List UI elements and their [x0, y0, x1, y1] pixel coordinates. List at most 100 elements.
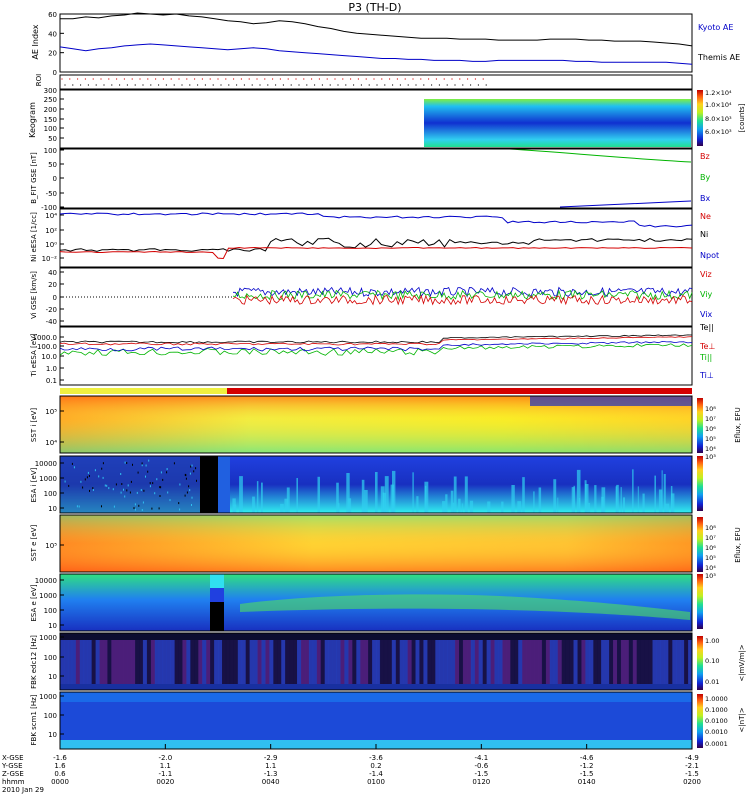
esa-ion-noise — [88, 475, 90, 477]
fbk-edc-strip — [636, 633, 641, 690]
esa-ion-noise — [113, 505, 115, 508]
fbk-edc-strip — [632, 633, 638, 690]
ae-ylabel: AE Index — [31, 24, 40, 59]
fbk-edc-strip — [530, 633, 535, 690]
fbk-edc-strip — [91, 633, 96, 690]
fbk-edc-strip — [281, 633, 286, 690]
esa-electron-panel: ESA e [eV] — [30, 574, 692, 631]
roi-dot-black — [134, 84, 136, 86]
ne-line — [59, 246, 693, 260]
fbk-edc-strip — [237, 633, 243, 690]
ytick-label: -20 — [46, 306, 57, 314]
colorbar-tick-label: 10⁶ — [705, 425, 716, 433]
ytick-label: 200 — [44, 106, 57, 114]
ytick-label: 100 — [44, 125, 57, 133]
esa-electron-ylabel: ESA e [eV] — [30, 584, 38, 621]
fbk-edc-strip — [624, 633, 630, 690]
esa-ion-noise — [101, 505, 102, 508]
colorbar-tick-label: 1.00 — [705, 637, 719, 645]
esa-ion-streak — [346, 473, 350, 513]
fbk-scm-top-band — [60, 692, 692, 702]
legend-bx: Bx — [700, 194, 710, 203]
roi-dot-black — [103, 84, 105, 86]
fbk-edc-strip — [605, 633, 610, 690]
ae-ytick-label: 60 — [48, 11, 57, 19]
esa-ion-noise — [138, 504, 140, 507]
esa-ion-noise — [80, 480, 82, 483]
fbk-edc-strip — [557, 633, 562, 690]
roi-dot-black — [329, 84, 331, 86]
roi-panel: ROI — [35, 74, 43, 86]
esa-ion-noise — [149, 482, 151, 484]
roi-dot-red — [295, 78, 297, 80]
fbk-edc-strip — [115, 633, 120, 690]
fbk-edc-strip — [407, 633, 412, 690]
ytick-label: 10² — [45, 227, 57, 235]
fbk-edc-strip — [60, 633, 65, 690]
esa-ion-noise — [102, 476, 104, 479]
fbk-edc-strip — [304, 633, 310, 690]
fbk-edc-strip — [150, 633, 156, 690]
esa-ion-noise — [191, 464, 193, 467]
fbk-edc-strip — [395, 633, 401, 690]
fbk-edc-strip — [64, 633, 69, 690]
fbk-edc-strip — [139, 633, 144, 690]
esa-ion-streak — [452, 502, 455, 513]
fbk-edc-strip — [569, 633, 574, 690]
fbk-edc-strip — [83, 633, 88, 690]
ytick-label: 10 — [48, 622, 57, 630]
tick-label-x-gse: -3.6 — [369, 754, 383, 762]
ytick-label: 10⁰ — [45, 241, 57, 249]
roi-dot-black — [150, 84, 152, 86]
fbk-edc-strip — [245, 633, 250, 690]
roi-dot-red — [217, 78, 219, 80]
panel-frame-9 — [59, 514, 693, 573]
fbk-edc-strip — [617, 633, 622, 690]
roi-dot-black — [204, 84, 206, 86]
roi-dot-black — [360, 84, 362, 86]
panel-frame-10 — [59, 573, 693, 632]
esa-ion-noise — [185, 477, 187, 480]
temperature-panel: Ti eESA [eV] Te|| Te⊥ Ti|| Ti⊥ — [30, 323, 715, 380]
roi-dot-black — [470, 84, 472, 86]
roi-dot-black — [228, 84, 230, 86]
fbk-edc-strip — [640, 633, 645, 690]
fbk-edc-strip — [182, 633, 187, 690]
fbk-edc-strip — [676, 633, 681, 690]
fbk-edc-strip — [103, 633, 108, 690]
fbk-edc-strip — [684, 633, 689, 690]
esa-ion-streak — [661, 470, 663, 513]
fbk-edc-strip — [301, 633, 306, 690]
esa-ion-noise — [145, 464, 147, 467]
roi-dot-black — [80, 84, 82, 86]
ytick-label: 150 — [44, 116, 57, 124]
fbk-edc-strip — [573, 633, 578, 690]
tick-label-z-gse: -1.3 — [264, 770, 278, 778]
tick-label-z-gse: -1.1 — [158, 770, 172, 778]
roi-dot-red — [147, 78, 149, 80]
panel-frame-0 — [59, 13, 693, 73]
legend-te-perp: Te⊥ — [699, 342, 715, 351]
roi-dot-red — [474, 78, 476, 80]
ytick-label: 10.0 — [41, 353, 57, 361]
fbk-edc-ylabel: FBK edc12 [Hz] — [30, 635, 38, 689]
fbk-edc-strip — [502, 633, 507, 690]
fbk-edc-strip — [664, 633, 669, 690]
esa-ion-streak — [522, 477, 525, 513]
colorbar-tick-label: 10⁷ — [705, 415, 716, 423]
density-panel: Ni eESA [1/cc] Ne Ni Npot — [30, 212, 719, 262]
roi-dot-red — [139, 78, 141, 80]
fbk-edc-strip — [336, 633, 341, 690]
esa-ion-noise — [141, 462, 143, 465]
fbk-edc-strip — [510, 633, 515, 690]
ytick-label: 0 — [53, 294, 57, 302]
esa-ion-streak — [239, 476, 243, 513]
esa-ion-noise — [148, 459, 150, 462]
roi-dot-red — [272, 78, 274, 80]
esa-ion-noise — [140, 489, 142, 491]
roi-dot-red — [178, 78, 180, 80]
fbk-edc-panel: FBK edc12 [Hz] — [30, 633, 693, 690]
fbk-edc-strip — [593, 633, 598, 690]
roi-dot-red — [209, 78, 211, 80]
legend-ti-perp: Ti⊥ — [699, 371, 714, 380]
